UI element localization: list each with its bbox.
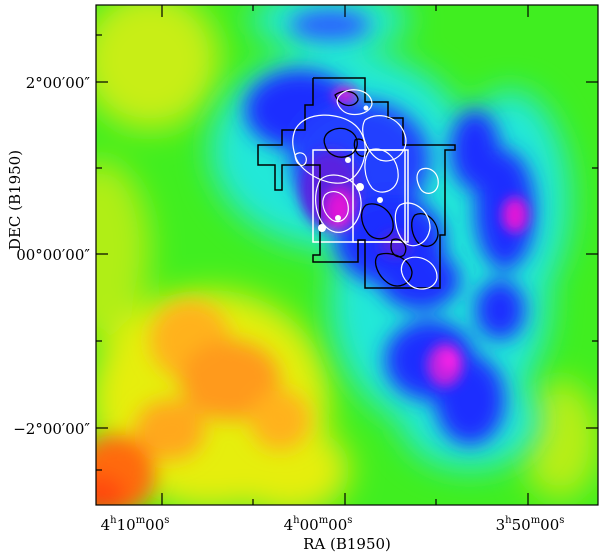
y-tick-label-bottom: −2°00′00″ bbox=[13, 420, 90, 438]
y-tick-label-top: 2°00′00″ bbox=[26, 74, 91, 92]
tick-marks bbox=[96, 5, 598, 505]
x-axis-title: RA (B1950) bbox=[303, 535, 391, 553]
plot-frame bbox=[95, 4, 599, 506]
white-cores bbox=[318, 105, 383, 232]
white-contours bbox=[292, 89, 439, 290]
x-tick-label-left: 4h10m00s bbox=[101, 515, 170, 534]
x-tick-label-center: 4h00m00s bbox=[284, 515, 353, 534]
y-axis-title: DEC (B1950) bbox=[6, 150, 24, 250]
survey-outline bbox=[257, 77, 456, 289]
survey-fields bbox=[312, 149, 409, 243]
survey-box-east bbox=[352, 149, 406, 243]
map-image bbox=[96, 5, 598, 505]
x-tick-label-right: 3h50m00s bbox=[496, 515, 565, 534]
y-tick-label-middle: 00°00′00″ bbox=[16, 246, 90, 264]
